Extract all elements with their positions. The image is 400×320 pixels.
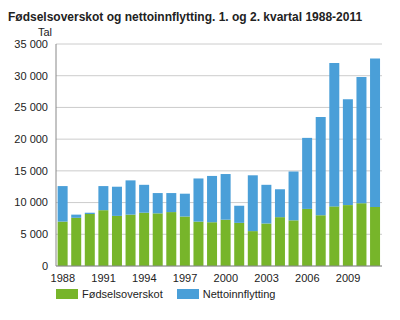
svg-text:5 000: 5 000 <box>20 228 48 240</box>
svg-text:2009: 2009 <box>336 272 360 284</box>
svg-text:35 000: 35 000 <box>14 38 48 50</box>
svg-text:1997: 1997 <box>173 272 197 284</box>
svg-text:1991: 1991 <box>91 272 115 284</box>
svg-text:20 000: 20 000 <box>14 133 48 145</box>
html-text:Fødselsoverskot: Fødselsoverskot <box>82 288 163 300</box>
svg-text:30 000: 30 000 <box>14 70 48 82</box>
html-text:Fødselsoverskot og nettoinnfly: Fødselsoverskot og nettoinnflytting. 1. … <box>8 10 363 24</box>
svg-text:25 000: 25 000 <box>14 101 48 113</box>
svg-text:15 000: 15 000 <box>14 165 48 177</box>
svg-text:2006: 2006 <box>295 272 319 284</box>
svg-text:10 000: 10 000 <box>14 196 48 208</box>
svg-text:2000: 2000 <box>214 272 238 284</box>
svg-text:0: 0 <box>42 260 48 272</box>
html-text:Tal: Tal <box>38 26 53 38</box>
svg-text:2003: 2003 <box>254 272 278 284</box>
svg-text:1988: 1988 <box>51 272 75 284</box>
html-text:Nettoinnflytting: Nettoinnflytting <box>202 288 276 300</box>
svg-text:1994: 1994 <box>132 272 156 284</box>
